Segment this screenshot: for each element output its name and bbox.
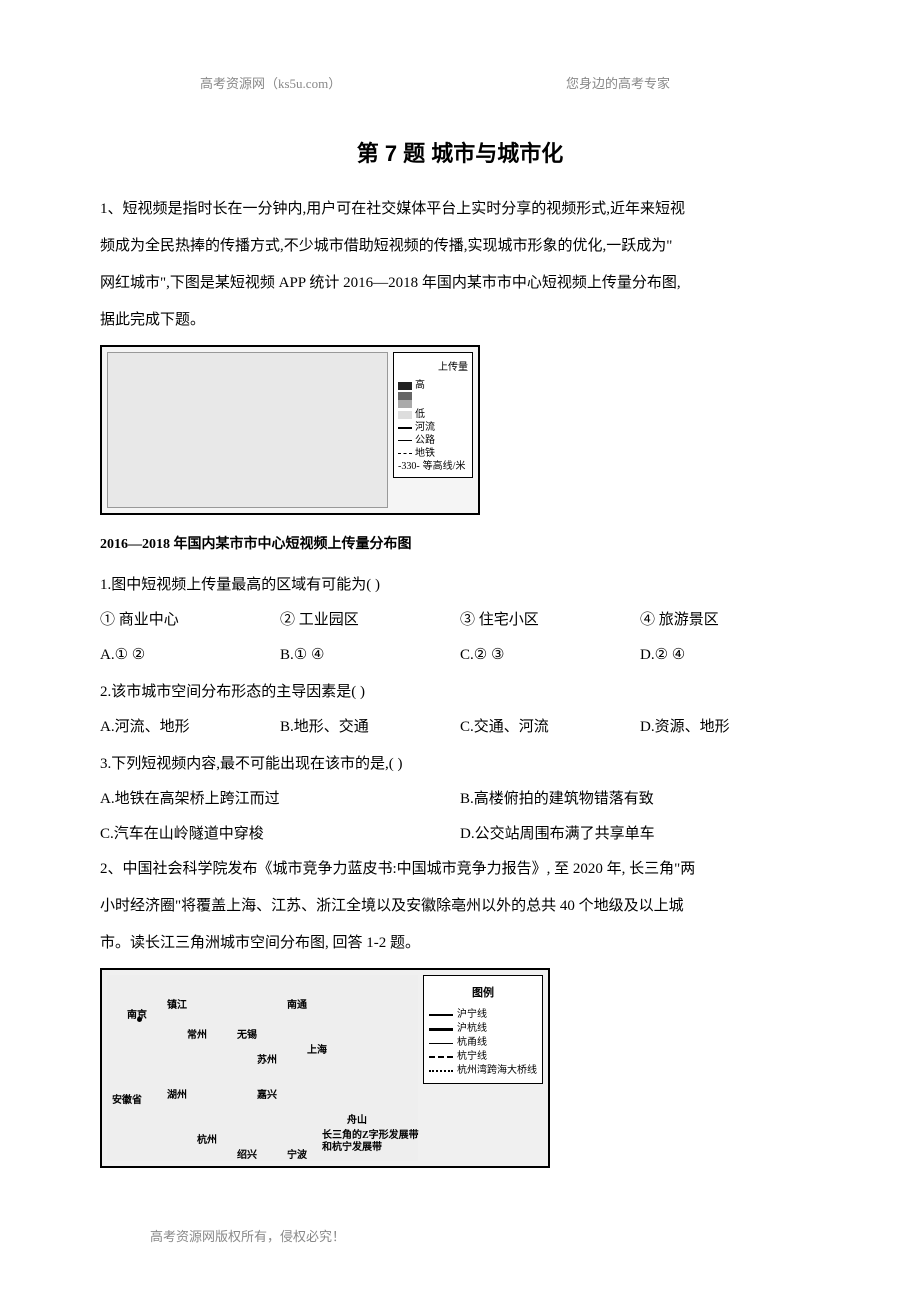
legend-river: 河流	[398, 421, 468, 434]
legend-subway-label: 地铁	[415, 447, 435, 460]
figure-1-image: 上传量 高 低 河流	[100, 345, 480, 515]
option-b: B.① ④	[280, 639, 460, 672]
choice-3: ③ 住宅小区	[460, 604, 640, 637]
choice-2: ② 工业园区	[280, 604, 460, 637]
line2-icon	[429, 1028, 453, 1031]
content-body: 1、短视频是指时长在一分钟内,用户可在社交媒体平台上实时分享的视频形式,近年来短…	[100, 193, 820, 1168]
q1-intro-line4: 据此完成下题。	[100, 304, 820, 337]
road-line-icon	[398, 440, 412, 441]
swatch-high	[398, 382, 412, 390]
legend-line5: 杭州湾跨海大桥线	[429, 1064, 537, 1078]
legend-low: 低	[398, 408, 468, 421]
q1-intro-line3: 网红城市",下图是某短视频 APP 统计 2016—2018 年国内某市市中心短…	[100, 267, 820, 300]
annotation-text: 长三角的Z字形发展带 和杭宁发展带	[322, 1130, 422, 1154]
q2-intro-line3: 市。读长江三角洲城市空间分布图, 回答 1-2 题。	[100, 927, 820, 960]
line3-label: 杭甬线	[457, 1036, 487, 1050]
legend-title: 图例	[429, 981, 537, 1005]
legend-line4: 杭宁线	[429, 1050, 537, 1064]
swatch-low	[398, 411, 412, 419]
legend-road-label: 公路	[415, 434, 435, 447]
q1-sub3-prompt: 3.下列短视频内容,最不可能出现在该市的是,( )	[100, 748, 820, 781]
option-b: B.高楼俯拍的建筑物错落有致	[460, 783, 820, 816]
q1-intro-line1: 1、短视频是指时长在一分钟内,用户可在社交媒体平台上实时分享的视频形式,近年来短…	[100, 193, 820, 226]
figure-1-map-area	[107, 352, 388, 508]
legend-mid1	[398, 392, 468, 400]
q1-sub1-choices: ① 商业中心 ② 工业园区 ③ 住宅小区 ④ 旅游景区	[100, 604, 820, 637]
q2-intro-line2: 小时经济圈"将覆盖上海、江苏、浙江全境以及安徽除亳州以外的总共 40 个地级及以…	[100, 890, 820, 923]
q1-sub3-options-row1: A.地铁在高架桥上跨江而过 B.高楼俯拍的建筑物错落有致	[100, 783, 820, 816]
city-suzhou: 苏州	[257, 1050, 277, 1072]
figure-2-map-area: 南京 镇江 南通 常州 无锡 苏州 上海 湖州 嘉兴 杭州 绍兴 宁波 舟山 安…	[107, 975, 418, 1161]
option-d: D.② ④	[640, 639, 820, 672]
option-c: C.交通、河流	[460, 711, 640, 744]
swatch-mid1	[398, 392, 412, 400]
option-a: A.① ②	[100, 639, 280, 672]
line4-label: 杭宁线	[457, 1050, 487, 1064]
contour-sample: -330-	[398, 460, 420, 473]
line3-icon	[429, 1043, 453, 1044]
city-hangzhou: 杭州	[197, 1130, 217, 1152]
city-zhoushan: 舟山	[347, 1110, 367, 1132]
legend-line2: 沪杭线	[429, 1022, 537, 1036]
city-nantong: 南通	[287, 995, 307, 1017]
option-c: C.汽车在山岭隧道中穿梭	[100, 818, 460, 851]
city-shanghai: 上海	[307, 1040, 327, 1062]
q1-sub2-options: A.河流、地形 B.地形、交通 C.交通、河流 D.资源、地形	[100, 711, 820, 744]
city-ningbo: 宁波	[287, 1145, 307, 1167]
q1-sub2-prompt: 2.该市城市空间分布形态的主导因素是( )	[100, 676, 820, 709]
line5-icon	[429, 1070, 453, 1072]
city-huzhou: 湖州	[167, 1085, 187, 1107]
line4-icon	[429, 1056, 453, 1058]
line5-label: 杭州湾跨海大桥线	[457, 1064, 537, 1078]
option-d: D.公交站周围布满了共享单车	[460, 818, 820, 851]
choice-4: ④ 旅游景区	[640, 604, 820, 637]
header-right: 您身边的高考专家	[566, 70, 670, 99]
subway-line-icon	[398, 453, 412, 454]
q2-intro-line1: 2、中国社会科学院发布《城市竞争力蓝皮书:中国城市竞争力报告》, 至 2020 …	[100, 853, 820, 886]
city-shaoxing: 绍兴	[237, 1145, 257, 1167]
q1-sub1-prompt: 1.图中短视频上传量最高的区域有可能为( )	[100, 569, 820, 602]
footer-text: 高考资源网版权所有，侵权必究！	[150, 1223, 345, 1252]
figure-2-legend: 图例 沪宁线 沪杭线 杭甬线 杭宁线 杭州湾跨海大桥线	[423, 975, 543, 1084]
figure-1-caption: 2016—2018 年国内某市市中心短视频上传量分布图	[100, 530, 820, 561]
option-b: B.地形、交通	[280, 711, 460, 744]
legend-road: 公路	[398, 434, 468, 447]
option-c: C.② ③	[460, 639, 640, 672]
line2-label: 沪杭线	[457, 1022, 487, 1036]
legend-line3: 杭甬线	[429, 1036, 537, 1050]
line1-label: 沪宁线	[457, 1008, 487, 1022]
legend-high: 高	[398, 379, 468, 392]
option-a: A.河流、地形	[100, 711, 280, 744]
legend-subway: 地铁	[398, 447, 468, 460]
legend-low-label: 低	[415, 408, 425, 421]
figure-2: 南京 镇江 南通 常州 无锡 苏州 上海 湖州 嘉兴 杭州 绍兴 宁波 舟山 安…	[100, 968, 550, 1168]
page-title: 第 7 题 城市与城市化	[100, 130, 820, 178]
legend-river-label: 河流	[415, 421, 435, 434]
city-changzhou: 常州	[187, 1025, 207, 1047]
choice-1: ① 商业中心	[100, 604, 280, 637]
line1-icon	[429, 1014, 453, 1016]
province-anhui: 安徽省	[112, 1090, 142, 1112]
option-a: A.地铁在高架桥上跨江而过	[100, 783, 460, 816]
legend-line1: 沪宁线	[429, 1008, 537, 1022]
figure-1: 上传量 高 低 河流	[100, 345, 820, 561]
legend-high-label: 高	[415, 379, 425, 392]
legend-contour: -330- 等高线/米	[398, 460, 468, 473]
legend-title: 上传量	[398, 357, 468, 379]
q1-sub1-options: A.① ② B.① ④ C.② ③ D.② ④	[100, 639, 820, 672]
river-line-icon	[398, 427, 412, 429]
figure-1-legend: 上传量 高 低 河流	[393, 352, 473, 478]
city-jiaxing: 嘉兴	[257, 1085, 277, 1107]
legend-contour-label: 等高线/米	[423, 460, 466, 473]
city-wuxi: 无锡	[237, 1025, 257, 1047]
q1-intro-line2: 频成为全民热捧的传播方式,不少城市借助短视频的传播,实现城市形象的优化,一跃成为…	[100, 230, 820, 263]
q1-sub3-options-row2: C.汽车在山岭隧道中穿梭 D.公交站周围布满了共享单车	[100, 818, 820, 851]
option-d: D.资源、地形	[640, 711, 820, 744]
header-left: 高考资源网（ks5u.com）	[200, 70, 341, 99]
swatch-mid2	[398, 400, 412, 408]
city-zhenjiang: 镇江	[167, 995, 187, 1017]
legend-mid2	[398, 400, 468, 408]
city-nanjing: 南京	[127, 1005, 147, 1027]
